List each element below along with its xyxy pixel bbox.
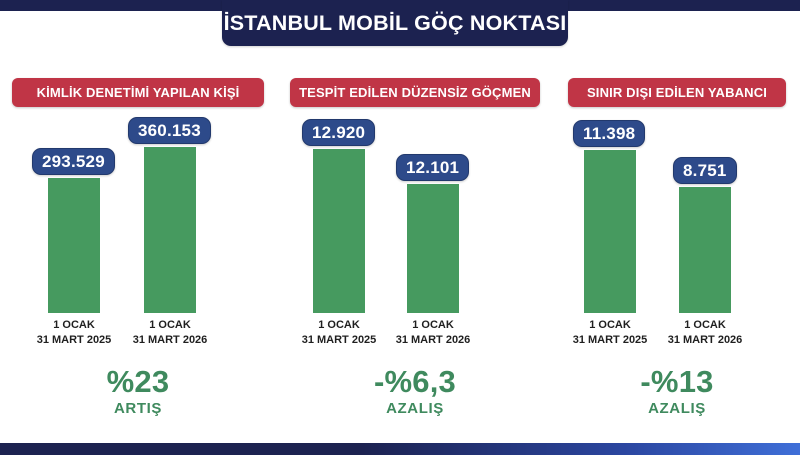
axis-label-2025: 1 OCAK 31 MART 2025 <box>19 318 129 348</box>
panel-sinir-disi: SINIR DIŞI EDİLEN YABANCI 11.398 8.751 1… <box>554 60 800 430</box>
axis-label-2025-line2: 31 MART 2025 <box>36 334 112 346</box>
bar-chart-plot: 11.398 8.751 <box>554 115 800 313</box>
value-label-2025: 11.398 <box>583 123 636 143</box>
panel-header-label: TESPİT EDİLEN DÜZENSİZ GÖÇMEN <box>299 85 531 100</box>
delta-percent: %23 <box>106 364 170 399</box>
axis-label-2025: 1 OCAK 31 MART 2025 <box>284 318 394 348</box>
panel-kimlik-denetimi: KİMLİK DENETİMİ YAPILAN KİŞİ 293.529 360… <box>0 60 276 430</box>
bar-chart-plot: 293.529 360.153 <box>0 115 276 313</box>
delta-direction: ARTIŞ <box>114 400 162 417</box>
page-title: İSTANBUL MOBİL GÖÇ NOKTASI <box>223 10 567 35</box>
panels-container: KİMLİK DENETİMİ YAPILAN KİŞİ 293.529 360… <box>0 60 800 430</box>
panel-header-pill: KİMLİK DENETİMİ YAPILAN KİŞİ <box>12 78 264 107</box>
value-badge-2025: 12.920 <box>302 119 376 146</box>
bar-2025 <box>48 178 100 313</box>
value-badge-2025: 11.398 <box>573 120 646 147</box>
panel-header-pill: SINIR DIŞI EDİLEN YABANCI <box>568 78 786 107</box>
axis-label-2026-line2: 31 MART 2026 <box>395 334 471 346</box>
value-badge-2026: 8.751 <box>673 157 737 184</box>
value-label-2026: 8.751 <box>683 160 727 180</box>
axis-label-2025-line1: 1 OCAK <box>589 319 631 331</box>
axis-label-2026-line2: 31 MART 2026 <box>667 334 743 346</box>
panel-duzensiz-gocmen: TESPİT EDİLEN DÜZENSİZ GÖÇMEN 12.920 12.… <box>276 60 554 430</box>
axis-label-2025-line2: 31 MART 2025 <box>301 334 377 346</box>
panel-header-pill: TESPİT EDİLEN DÜZENSİZ GÖÇMEN <box>290 78 540 107</box>
axis-label-2025-line2: 31 MART 2025 <box>572 334 648 346</box>
title-banner: İSTANBUL MOBİL GÖÇ NOKTASI <box>222 0 568 46</box>
delta-direction: AZALIŞ <box>648 400 706 417</box>
delta-percent: -%6,3 <box>374 364 456 399</box>
delta-percent: -%13 <box>640 364 714 399</box>
value-label-2026: 360.153 <box>138 120 201 140</box>
axis-label-2025-line1: 1 OCAK <box>318 319 360 331</box>
bar-2026 <box>144 147 196 313</box>
bar-2025 <box>313 149 365 313</box>
value-label-2025: 293.529 <box>42 151 105 171</box>
axis-label-2025: 1 OCAK 31 MART 2025 <box>555 318 665 348</box>
value-label-2026: 12.101 <box>406 157 460 177</box>
bar-chart-plot: 12.920 12.101 <box>276 115 554 313</box>
delta-summary: %23 ARTIŞ <box>0 365 276 418</box>
delta-summary: -%6,3 AZALIŞ <box>276 365 554 418</box>
axis-label-2026: 1 OCAK 31 MART 2026 <box>650 318 760 348</box>
value-badge-2026: 360.153 <box>128 117 211 144</box>
delta-summary: -%13 AZALIŞ <box>554 365 800 418</box>
axis-label-2025-line1: 1 OCAK <box>53 319 95 331</box>
panel-header-label: KİMLİK DENETİMİ YAPILAN KİŞİ <box>36 85 240 100</box>
axis-label-2026-line1: 1 OCAK <box>684 319 726 331</box>
value-badge-2026: 12.101 <box>396 154 470 181</box>
bar-2026 <box>679 187 731 313</box>
axis-label-2026: 1 OCAK 31 MART 2026 <box>378 318 488 348</box>
axis-label-2026-line1: 1 OCAK <box>149 319 191 331</box>
bar-2025 <box>584 150 636 313</box>
panel-header-label: SINIR DIŞI EDİLEN YABANCI <box>586 85 767 100</box>
axis-label-2026-line2: 31 MART 2026 <box>132 334 208 346</box>
axis-label-2026-line1: 1 OCAK <box>412 319 454 331</box>
value-badge-2025: 293.529 <box>32 148 115 175</box>
bottom-accent-bar <box>0 443 800 455</box>
bar-2026 <box>407 184 459 313</box>
delta-direction: AZALIŞ <box>386 400 444 417</box>
axis-label-2026: 1 OCAK 31 MART 2026 <box>115 318 225 348</box>
value-label-2025: 12.920 <box>312 122 366 142</box>
